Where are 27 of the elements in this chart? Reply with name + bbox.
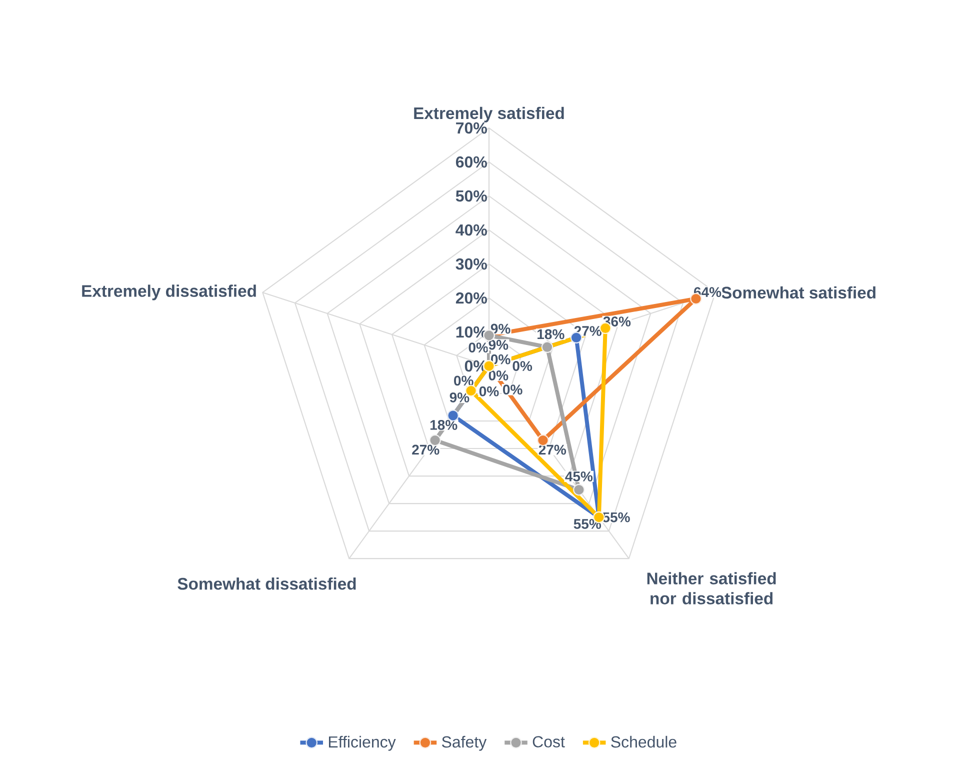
data-label: 9% xyxy=(488,340,508,350)
data-label: 0% xyxy=(503,384,522,395)
data-label: 0% xyxy=(488,370,508,380)
spoke-label: Neither satisfied nor dissatisfied xyxy=(647,572,776,604)
y-tick-label: 20% xyxy=(456,292,487,304)
legend-label: Safety xyxy=(442,736,487,751)
y-tick-label: 50% xyxy=(456,190,487,202)
data-label: 18% xyxy=(538,329,564,340)
spoke-label: Extremely satisfied xyxy=(414,106,564,122)
y-tick-label: 70% xyxy=(456,122,487,134)
data-label: 27% xyxy=(538,444,566,455)
legend-label: Efficiency xyxy=(328,736,396,751)
y-tick-label: 60% xyxy=(456,156,487,168)
data-label: 27% xyxy=(412,444,440,455)
y-tick-label: 30% xyxy=(456,258,487,270)
data-label: 55% xyxy=(574,519,601,529)
data-label: 0% xyxy=(479,386,499,396)
y-tick-label: 40% xyxy=(456,224,487,236)
data-label: 45% xyxy=(565,472,593,482)
legend-label: Cost xyxy=(532,736,565,748)
data-label: 9% xyxy=(450,392,470,402)
data-label: 0% xyxy=(512,361,532,371)
spoke-label: Somewhat satisfied xyxy=(721,286,876,299)
data-label: 18% xyxy=(430,420,458,430)
spoke-label: Somewhat dissatisfied xyxy=(178,577,356,590)
legend-label: Schedule xyxy=(611,736,676,748)
spoke-label: Extremely dissatisfied xyxy=(82,284,256,300)
